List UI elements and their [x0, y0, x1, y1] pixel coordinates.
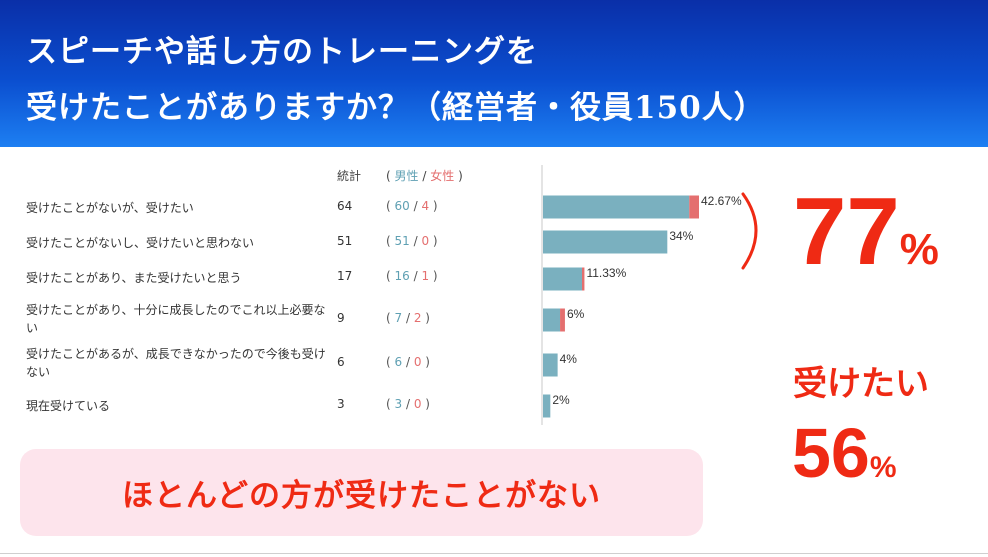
callout-want-label: 受けたい — [793, 365, 929, 403]
row-gender-split: ( 51 / 0 ) — [386, 234, 438, 248]
female-count: 0 — [413, 397, 422, 411]
summary-banner-text: ほとんどの方が受けたことがない — [121, 478, 602, 514]
male-count: 7 — [394, 311, 403, 325]
summary-banner: ほとんどの方が受けたことがない — [20, 449, 703, 536]
bar-male — [543, 267, 582, 291]
bar-male — [543, 394, 551, 418]
row-label: 受けたことがあるが、成長できなかったので今後も受けない — [26, 347, 326, 379]
male-header: 男性 — [394, 169, 419, 183]
bar-male — [543, 353, 558, 377]
paren-close: ) — [458, 169, 463, 183]
row-gender-split: ( 7 / 2 ) — [386, 311, 430, 325]
bar-female — [689, 195, 699, 219]
title-banner: スピーチや話し方のトレーニングを 受けたことがありますか？（経営者・役員150人… — [0, 0, 988, 147]
paren-open: ( — [386, 169, 391, 183]
callout-want-value: 56 — [792, 414, 870, 492]
bar-female — [560, 308, 565, 332]
bar-data-label: 34% — [669, 229, 693, 243]
bar-data-label: 11.33% — [586, 266, 626, 280]
count-column-header: 統計 — [337, 169, 362, 183]
female-header: 女性 — [430, 169, 455, 183]
male-count: 16 — [394, 269, 410, 283]
callout-total-unit: % — [899, 225, 939, 274]
bar-data-label: 42.67% — [701, 194, 742, 208]
male-count: 6 — [394, 355, 403, 369]
callout-want-unit: % — [869, 451, 897, 484]
row-count: 9 — [337, 311, 345, 325]
callout-want: 56% — [792, 415, 897, 506]
row-count: 3 — [337, 397, 345, 411]
male-count: 60 — [394, 199, 410, 213]
row-label: 受けたことがないし、受けたいと思わない — [26, 236, 255, 250]
female-count: 2 — [413, 311, 422, 325]
bar-data-label: 2% — [552, 393, 570, 407]
female-count: 1 — [421, 269, 430, 283]
female-count: 4 — [421, 199, 430, 213]
bar-male — [543, 230, 668, 254]
row-label: 受けたことがないが、受けたい — [26, 201, 194, 215]
row-label: 受けたことがあり、十分に成長したのでこれ以上必要ない — [26, 303, 326, 335]
row-gender-split: ( 60 / 4 ) — [386, 199, 438, 213]
row-count: 51 — [337, 234, 353, 248]
callout-total-value: 77 — [793, 178, 900, 285]
male-count: 3 — [394, 397, 403, 411]
row-count: 6 — [337, 355, 345, 369]
bar-male — [543, 195, 690, 219]
bracket-icon — [741, 192, 758, 270]
bar-data-label: 4% — [560, 352, 578, 366]
callout-total: 77% — [793, 182, 939, 300]
bar-female — [582, 267, 585, 291]
row-gender-split: ( 6 / 0 ) — [386, 355, 430, 369]
bar-male — [543, 308, 561, 332]
separator: / — [422, 169, 427, 183]
female-count: 0 — [413, 355, 422, 369]
row-gender-split: ( 16 / 1 ) — [386, 269, 438, 283]
row-count: 17 — [337, 269, 353, 283]
row-label: 受けたことがあり、また受けたいと思う — [26, 271, 242, 285]
male-count: 51 — [394, 234, 410, 248]
bar-data-label: 6% — [567, 307, 585, 321]
row-gender-split: ( 3 / 0 ) — [386, 397, 430, 411]
gender-column-header: ( 男性 / 女性 ) — [386, 167, 463, 184]
row-count: 64 — [337, 199, 353, 213]
page-title-line-2: 受けたことがありますか？（経営者・役員150人） — [26, 90, 766, 126]
bottom-divider — [0, 553, 988, 554]
bar-chart: 42.67% 34% 11.33% 6% 4% 2% — [541, 165, 742, 425]
female-count: 0 — [421, 234, 430, 248]
row-label: 現在受けている — [26, 399, 111, 413]
page-title-line-1: スピーチや話し方のトレーニングを — [26, 34, 538, 70]
